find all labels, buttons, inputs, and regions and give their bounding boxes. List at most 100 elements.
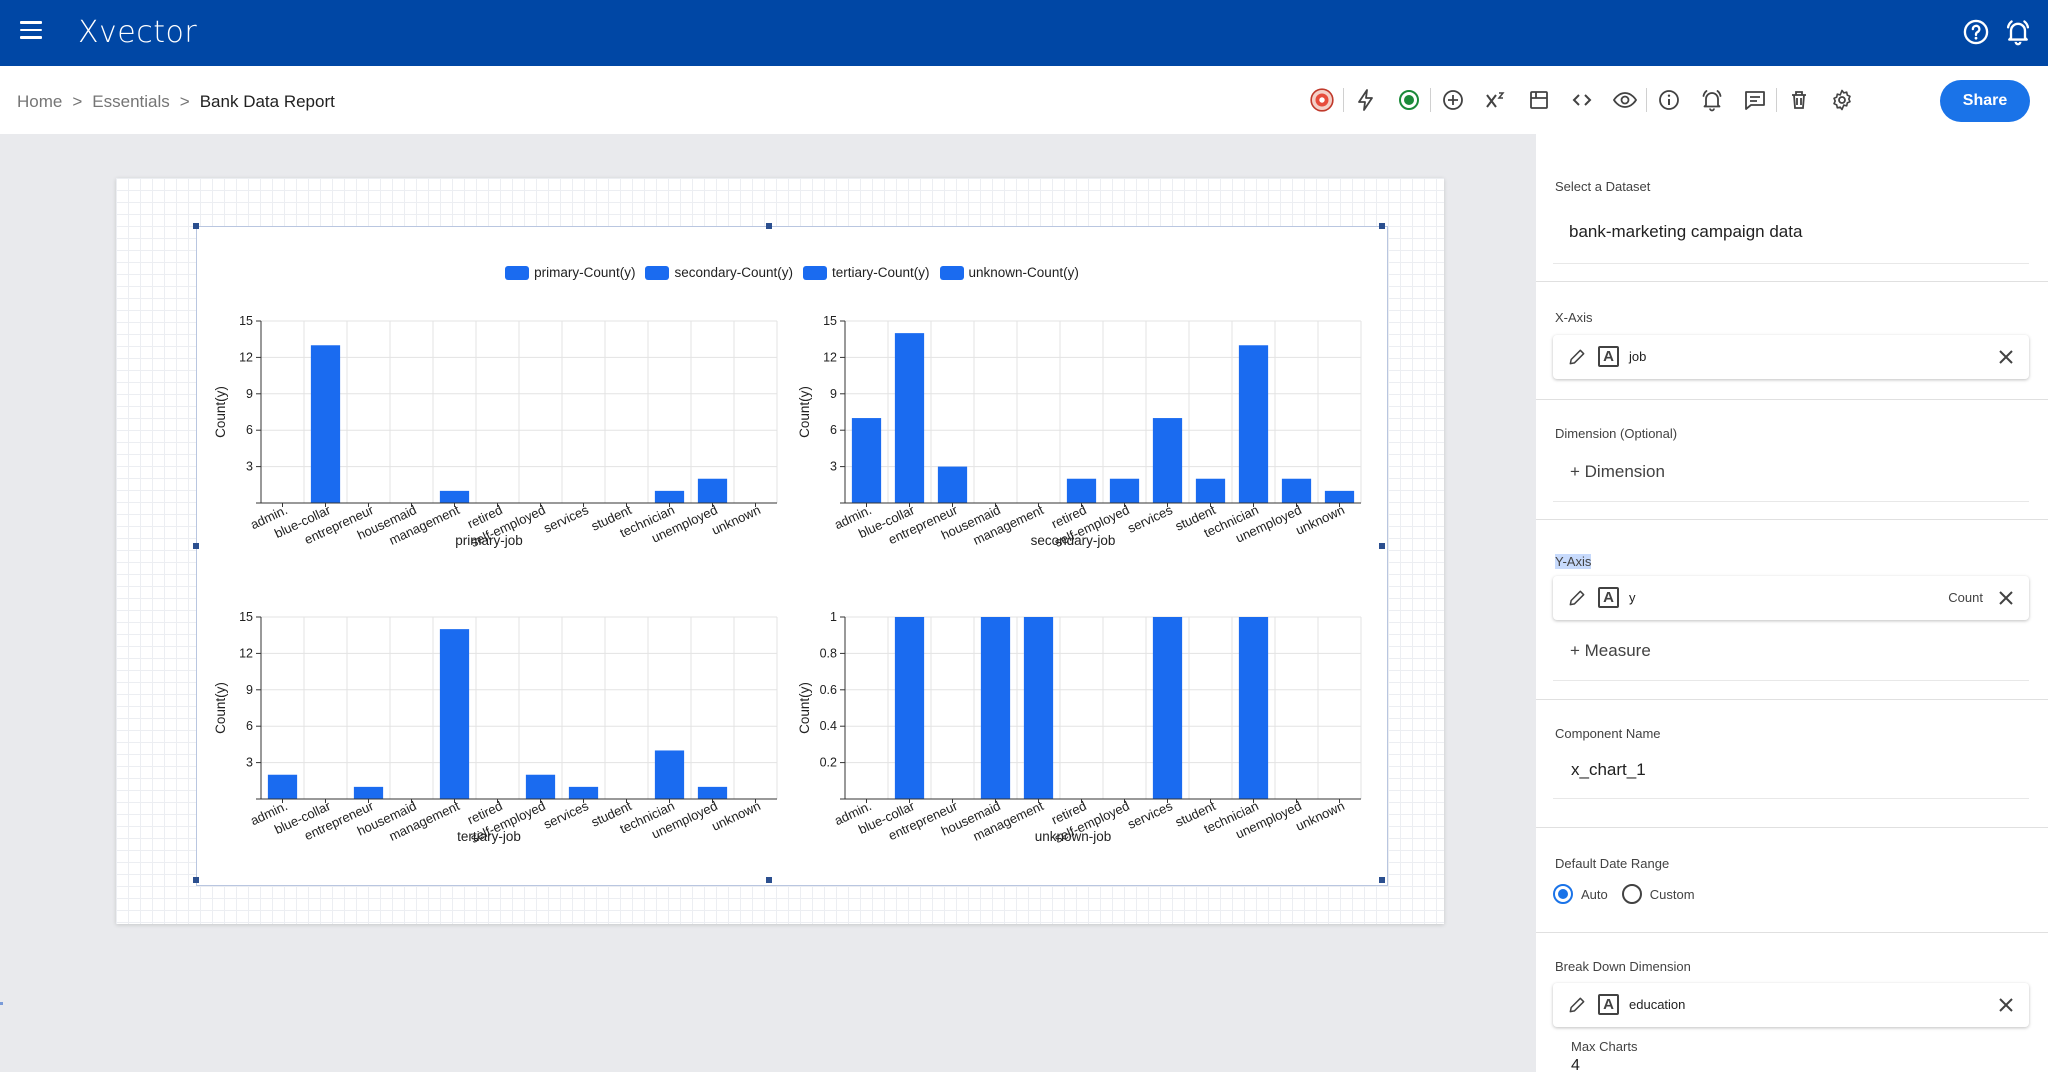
- chart-legend: primary-Count(y) secondary-Count(y) tert…: [197, 265, 1387, 280]
- max-charts-value[interactable]: 4: [1571, 1057, 1580, 1072]
- edit-pencil-icon[interactable]: [1567, 995, 1587, 1015]
- bar: [1152, 617, 1183, 799]
- x-axis-title: secondary-job: [1031, 533, 1116, 548]
- y-tick-label: 15: [239, 314, 253, 328]
- breadcrumb-separator: >: [179, 92, 190, 111]
- bar: [1066, 478, 1097, 503]
- component-name-section: Component Name x_chart_1: [1536, 700, 2048, 828]
- radio-auto-label[interactable]: Auto: [1581, 886, 1608, 902]
- field-underline: [1553, 680, 2029, 681]
- yaxis-field-card[interactable]: A y Count: [1553, 576, 2029, 620]
- legend-label: secondary-Count(y): [674, 265, 793, 280]
- x-tick-label: unknown: [709, 502, 763, 538]
- formula-icon[interactable]: [1474, 78, 1517, 122]
- yaxis-field-name: y: [1629, 590, 1636, 605]
- code-icon[interactable]: [1560, 78, 1603, 122]
- bar: [439, 629, 470, 799]
- delete-icon[interactable]: [1777, 78, 1820, 122]
- y-tick-label: 12: [823, 350, 837, 364]
- help-icon[interactable]: [1962, 18, 1990, 46]
- add-dimension-button[interactable]: + Dimension: [1570, 462, 1665, 481]
- resize-handle[interactable]: [1379, 543, 1385, 549]
- resize-handle[interactable]: [766, 223, 772, 229]
- dataset-select[interactable]: bank-marketing campaign data: [1569, 222, 1803, 241]
- text-type-icon[interactable]: A: [1598, 587, 1619, 608]
- bar: [525, 774, 556, 799]
- bar: [353, 786, 384, 799]
- bar-chart-primary: 1512963admin.blue-collarentrepreneurhous…: [213, 314, 778, 550]
- chart-component[interactable]: primary-Count(y) secondary-Count(y) tert…: [193, 223, 1388, 886]
- legend-item[interactable]: secondary-Count(y): [645, 265, 793, 280]
- breakdown-section: Break Down Dimension A education Max Cha…: [1536, 933, 2048, 1072]
- live-status-icon[interactable]: [1387, 78, 1430, 122]
- xaxis-field-card[interactable]: A job: [1553, 335, 2029, 379]
- resize-handle[interactable]: [193, 223, 199, 229]
- share-button[interactable]: Share: [1940, 80, 2030, 122]
- resize-handle[interactable]: [1379, 877, 1385, 883]
- xaxis-field-name: job: [1629, 349, 1647, 364]
- legend-item[interactable]: tertiary-Count(y): [802, 265, 930, 280]
- close-icon[interactable]: [1997, 996, 2015, 1014]
- resize-handle[interactable]: [766, 877, 772, 883]
- dimension-section: Dimension (Optional) + Dimension: [1536, 400, 2048, 520]
- bar: [1238, 617, 1269, 799]
- breadcrumb-home[interactable]: Home: [17, 92, 63, 111]
- y-tick-label: 6: [830, 423, 837, 437]
- radio-custom[interactable]: [1621, 884, 1642, 904]
- info-icon[interactable]: [1647, 78, 1690, 122]
- breadcrumb-essentials[interactable]: Essentials: [92, 92, 170, 111]
- y-tick-label: 12: [239, 646, 253, 660]
- bar-chart-unknown: 10.80.60.40.2admin.blue-collarentreprene…: [797, 610, 1362, 846]
- breadcrumb-separator: >: [72, 92, 83, 111]
- y-tick-label: 0.2: [820, 756, 837, 770]
- layout-icon[interactable]: [1517, 78, 1560, 122]
- lightning-icon[interactable]: [1344, 78, 1387, 122]
- edit-pencil-icon[interactable]: [1567, 347, 1587, 367]
- bar: [851, 418, 882, 503]
- text-type-icon[interactable]: A: [1598, 994, 1619, 1015]
- component-name-input[interactable]: x_chart_1: [1571, 760, 1646, 779]
- app-logo[interactable]: Xvector: [78, 15, 198, 50]
- radio-custom-label[interactable]: Custom: [1649, 886, 1695, 902]
- bar: [894, 333, 925, 503]
- xaxis-label: X-Axis: [1555, 310, 1593, 325]
- add-circle-icon[interactable]: [1431, 78, 1474, 122]
- side-marker: [0, 1002, 3, 1005]
- aggregation-select[interactable]: Count: [1948, 590, 1983, 605]
- x-tick-label: services: [541, 502, 591, 536]
- legend-item[interactable]: unknown-Count(y): [939, 265, 1079, 280]
- y-tick-label: 9: [246, 683, 253, 697]
- bar: [310, 345, 341, 503]
- status-logo-icon[interactable]: [1300, 78, 1343, 122]
- legend-item[interactable]: primary-Count(y): [505, 265, 635, 280]
- resize-handle[interactable]: [193, 877, 199, 883]
- bar: [894, 617, 925, 799]
- preview-eye-icon[interactable]: [1603, 78, 1646, 122]
- radio-auto[interactable]: [1553, 884, 1573, 904]
- y-tick-label: 9: [830, 387, 837, 401]
- comment-icon[interactable]: [1733, 78, 1776, 122]
- x-tick-label: unknown: [709, 798, 763, 834]
- resize-handle[interactable]: [1379, 223, 1385, 229]
- field-underline: [1553, 501, 2029, 502]
- breakdown-field-card[interactable]: A education: [1553, 983, 2029, 1027]
- y-axis-title: Count(y): [797, 682, 812, 734]
- menu-icon[interactable]: [20, 21, 42, 39]
- text-type-icon[interactable]: A: [1598, 346, 1619, 367]
- alert-bell-icon[interactable]: [1690, 78, 1733, 122]
- resize-handle[interactable]: [193, 543, 199, 549]
- y-tick-label: 12: [239, 350, 253, 364]
- y-tick-label: 0.6: [820, 683, 837, 697]
- xaxis-section: X-Axis A job: [1536, 282, 2048, 400]
- settings-gear-icon[interactable]: [1820, 78, 1863, 122]
- close-icon[interactable]: [1997, 348, 2015, 366]
- x-tick-label: unknown: [1293, 502, 1347, 538]
- bar: [654, 750, 685, 799]
- close-icon[interactable]: [1997, 589, 2015, 607]
- bar: [654, 490, 685, 503]
- notifications-icon[interactable]: [2004, 18, 2032, 46]
- edit-pencil-icon[interactable]: [1567, 588, 1587, 608]
- bar: [1324, 490, 1355, 503]
- add-measure-link[interactable]: + Measure: [1570, 641, 1651, 660]
- app-header: Xvector: [0, 0, 2048, 66]
